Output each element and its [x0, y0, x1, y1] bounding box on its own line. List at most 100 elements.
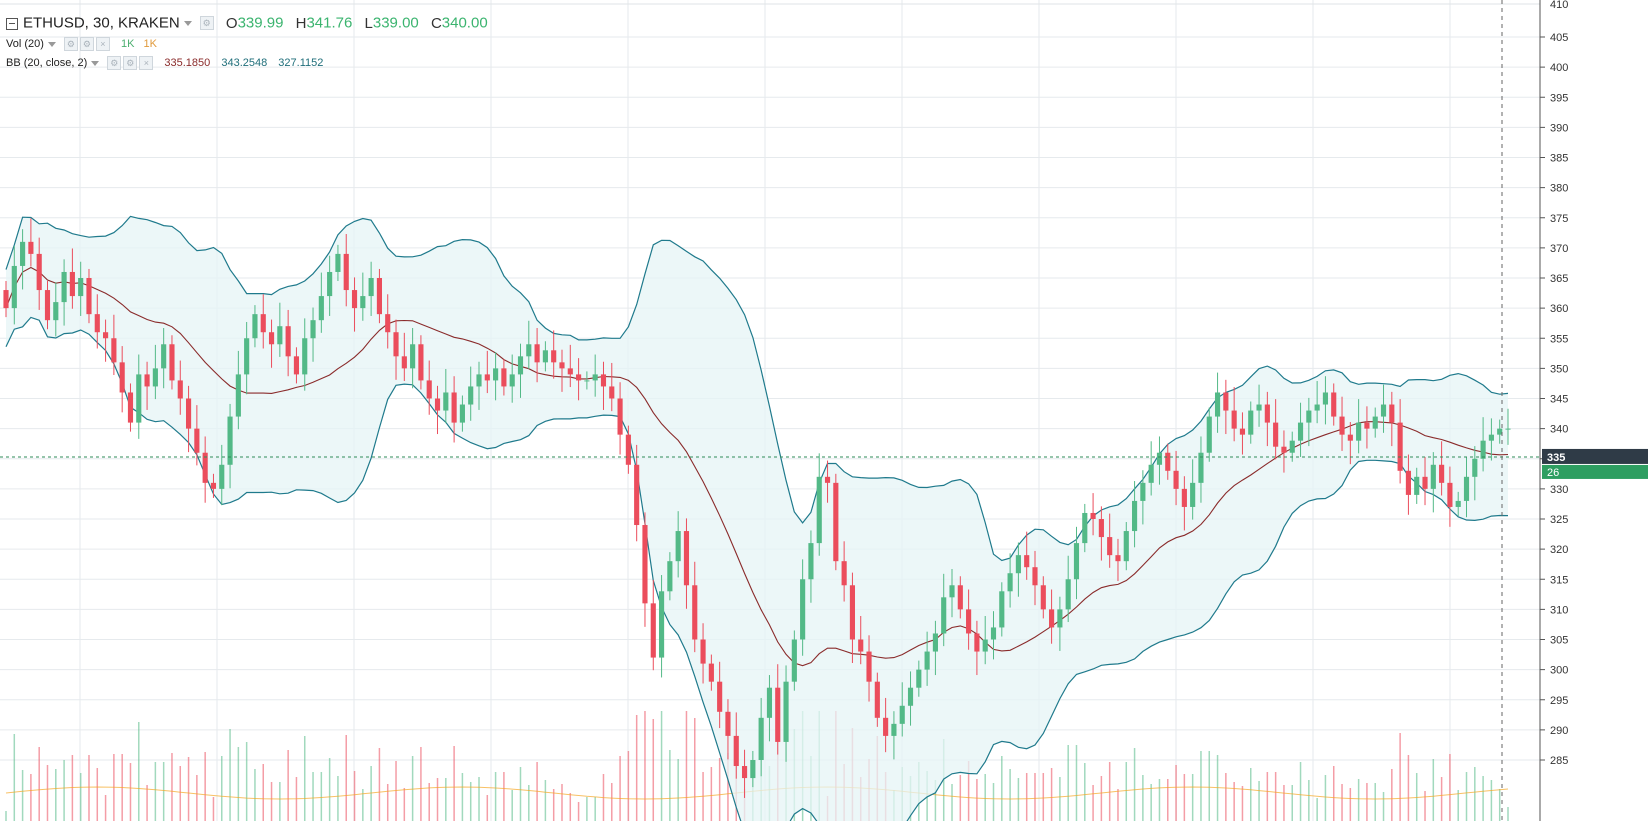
volume-bar	[1274, 772, 1277, 821]
settings-icon[interactable]: ⚙	[107, 56, 122, 70]
volume-indicator-name[interactable]: Vol (20)	[6, 38, 44, 50]
candle-body	[1405, 470, 1411, 495]
close-icon[interactable]: ×	[139, 56, 154, 70]
collapse-icon[interactable]	[6, 18, 18, 31]
close-icon[interactable]: ×	[95, 37, 110, 51]
candle	[1082, 503, 1088, 553]
candle-body	[285, 326, 291, 357]
candle-body	[459, 404, 465, 423]
candle-body	[1082, 512, 1088, 544]
bb-band-fill	[6, 216, 1508, 821]
candle-body	[1190, 482, 1196, 507]
candle-body	[741, 766, 748, 779]
candle	[385, 294, 391, 349]
candle-body	[1380, 404, 1387, 417]
candle	[426, 360, 432, 415]
candle-body	[252, 314, 258, 339]
candle-body	[1497, 428, 1503, 435]
candle	[268, 319, 275, 368]
candle	[667, 552, 673, 601]
volume-bar	[1308, 780, 1310, 821]
volume-bar	[1117, 789, 1119, 821]
settings-icon[interactable]: ⚙	[199, 16, 214, 31]
candle-body	[1264, 404, 1270, 423]
candle	[285, 309, 291, 377]
chevron-down-icon[interactable]	[91, 60, 100, 66]
candle	[526, 320, 532, 369]
price-axis[interactable]: 285 290 295 300 305 310 315 320 325 330 335 340 345 3…	[1539, 0, 1648, 821]
candle-body	[700, 639, 706, 664]
candle-body	[1024, 555, 1030, 568]
candle-body	[161, 344, 167, 369]
candle	[1214, 372, 1221, 433]
candle-body	[343, 253, 349, 291]
symbol-title[interactable]: ETHUSD, 30, KRAKEN	[23, 14, 180, 32]
candle-body	[775, 687, 781, 742]
volume-bar	[577, 802, 580, 821]
candle-body	[1347, 434, 1353, 441]
volume-bar	[436, 778, 439, 821]
price-tick-label: 295	[1550, 695, 1568, 707]
candle-body	[36, 253, 42, 291]
candle	[1405, 454, 1411, 515]
gear-icon[interactable]: ⚙	[123, 56, 138, 70]
candle	[277, 302, 283, 357]
candle	[136, 354, 142, 439]
candle	[1024, 531, 1030, 580]
price-tick-label: 395	[1550, 92, 1568, 104]
volume-bar	[494, 772, 497, 821]
candle-body	[1364, 422, 1370, 429]
candle-body	[219, 464, 225, 489]
volume-bar	[187, 757, 190, 821]
chevron-down-icon[interactable]	[47, 41, 56, 47]
candle-body	[1032, 567, 1038, 586]
candle-body	[127, 392, 134, 423]
gear-icon[interactable]: ⚙	[79, 37, 94, 51]
candle-body	[990, 627, 997, 640]
volume-bar	[710, 767, 713, 821]
candle-body	[642, 525, 648, 604]
volume-bar	[262, 764, 264, 821]
candle	[883, 697, 889, 753]
candle-body	[891, 723, 897, 736]
candle	[791, 630, 797, 691]
candle-body	[1397, 422, 1403, 471]
candle	[111, 314, 117, 376]
chevron-down-icon[interactable]	[183, 20, 192, 26]
candle-body	[866, 651, 872, 682]
volume-bar	[204, 752, 206, 821]
candle-body	[725, 711, 731, 736]
volume-bar	[635, 715, 638, 821]
candle	[443, 368, 449, 424]
volume-bar	[312, 772, 314, 821]
settings-icon[interactable]: ⚙	[63, 37, 78, 51]
candle-body	[841, 561, 847, 586]
candle	[1248, 401, 1254, 444]
candle-body	[1281, 446, 1287, 453]
volume-bar	[1158, 779, 1161, 821]
candle	[841, 541, 847, 602]
candle	[1422, 456, 1428, 506]
candle-body	[559, 362, 565, 369]
candle-body	[783, 681, 789, 742]
candle-body	[849, 585, 856, 640]
candle-body	[28, 241, 34, 254]
volume-bar	[229, 729, 231, 821]
candle-body	[136, 374, 142, 423]
candle	[567, 344, 573, 388]
candle	[1206, 407, 1212, 462]
candle	[169, 335, 175, 390]
candle-body	[999, 591, 1005, 628]
legend-bollinger: BB (20, close, 2) ⚙ ⚙ × 335.1850 343.2548 3…	[6, 56, 323, 70]
candle-body	[1389, 404, 1395, 423]
candle-body	[310, 320, 316, 339]
candle-body	[1239, 428, 1246, 435]
candle	[177, 360, 183, 415]
candle	[816, 453, 822, 556]
candle-body	[401, 356, 407, 369]
bb-indicator-name[interactable]: BB (20, close, 2)	[6, 57, 88, 69]
candle-body	[517, 356, 524, 375]
volume-bar	[353, 771, 356, 821]
